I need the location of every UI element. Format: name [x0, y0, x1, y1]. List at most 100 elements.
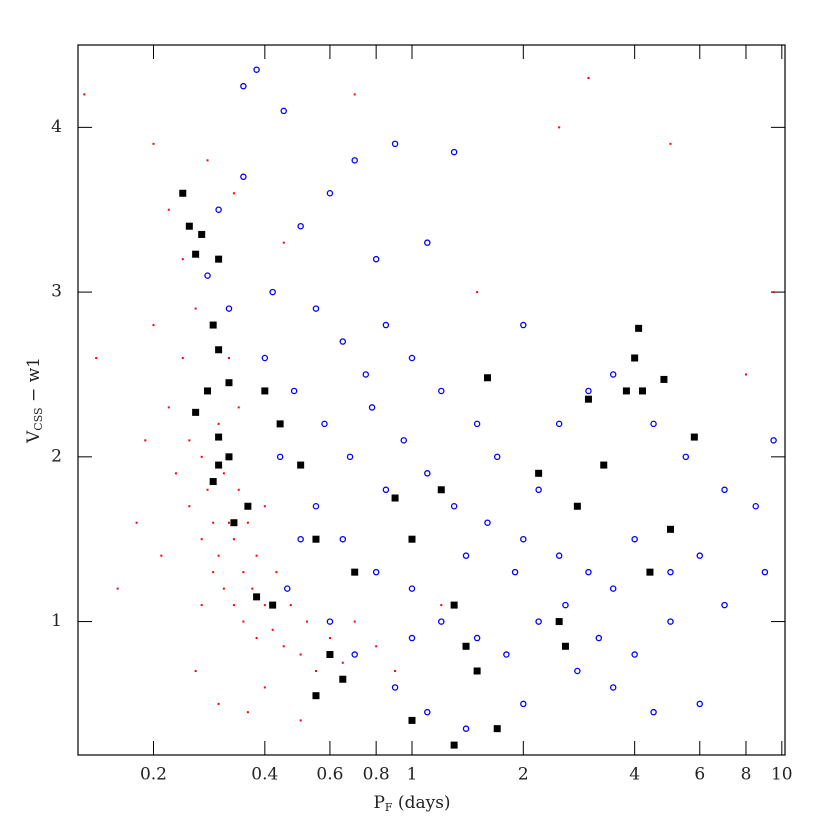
red-point: [188, 439, 191, 442]
y-tick-label: 3: [51, 282, 62, 302]
blue-point: [326, 618, 334, 625]
black-point: [561, 642, 569, 650]
plot-frame: [77, 44, 786, 756]
red-point: [232, 192, 235, 195]
blue-point: [284, 585, 291, 592]
black-point: [483, 374, 491, 382]
black-point: [450, 741, 458, 749]
blue-point: [752, 503, 759, 510]
black-point: [269, 601, 277, 609]
black-point: [209, 478, 217, 486]
blue-point: [473, 634, 481, 642]
black-point: [215, 346, 223, 354]
red-point: [217, 554, 220, 557]
red-point: [135, 521, 138, 524]
blue-point: [312, 503, 320, 510]
black-point: [573, 502, 581, 510]
red-point: [263, 505, 266, 508]
red-point: [299, 653, 302, 656]
black-point: [312, 535, 320, 543]
black-point: [297, 461, 305, 469]
blue-point: [372, 568, 380, 576]
black-point: [192, 250, 200, 258]
blue-point: [585, 568, 592, 576]
red-point: [558, 126, 561, 129]
black-point: [473, 667, 481, 675]
y-tick-label: 4: [51, 117, 62, 137]
red-point: [341, 661, 344, 664]
red-point: [232, 604, 235, 607]
black-point: [666, 525, 674, 533]
black-point: [622, 387, 630, 395]
red-point: [314, 669, 317, 672]
red-point: [152, 324, 155, 327]
blue-point: [609, 684, 617, 691]
blue-point: [351, 157, 358, 164]
blue-point: [555, 420, 563, 428]
red-point: [144, 439, 147, 442]
y-tick-label: 1: [51, 611, 62, 631]
red-point: [152, 142, 155, 145]
blue-point: [535, 618, 542, 625]
black-point: [535, 469, 543, 477]
red-point: [242, 571, 245, 574]
black-point: [600, 461, 608, 469]
black-point: [493, 725, 501, 733]
blue-point: [297, 222, 304, 230]
red-point: [95, 356, 98, 359]
red-point: [232, 538, 235, 541]
blue-point: [555, 552, 563, 559]
black-point: [631, 354, 639, 362]
red-point: [212, 571, 215, 574]
black-point: [204, 387, 212, 395]
red-point: [194, 669, 197, 672]
red-point: [587, 76, 590, 79]
blue-point: [696, 700, 704, 708]
x-tick-label: 4: [629, 765, 640, 785]
blue-point: [408, 585, 416, 592]
blue-point: [585, 387, 592, 395]
red-point: [160, 554, 163, 557]
red-point: [246, 711, 249, 714]
red-point: [476, 291, 479, 294]
black-point: [179, 189, 187, 197]
black-point: [351, 568, 359, 576]
red-point: [167, 208, 170, 211]
black-point: [660, 375, 668, 383]
black-point: [225, 379, 233, 387]
blue-point: [339, 338, 347, 345]
red-point: [206, 159, 209, 162]
blue-point: [609, 585, 617, 592]
x-tick-label: 1: [407, 765, 418, 785]
blue-point: [609, 371, 617, 378]
black-point: [437, 486, 445, 494]
black-point: [312, 692, 320, 700]
black-point: [215, 255, 223, 263]
black-point: [276, 420, 284, 428]
black-point: [584, 395, 592, 403]
red-point: [200, 455, 203, 458]
red-point: [194, 307, 197, 310]
red-point: [289, 604, 292, 607]
red-point: [237, 488, 240, 491]
red-point: [200, 604, 203, 607]
black-point: [408, 535, 416, 543]
blue-point: [290, 387, 298, 395]
red-point: [255, 637, 258, 640]
red-point: [275, 571, 278, 574]
blue-point: [667, 618, 674, 625]
blue-point: [438, 387, 445, 395]
black-point: [192, 408, 200, 416]
blue-point: [493, 453, 501, 461]
red-point: [282, 241, 285, 244]
blue-point: [261, 354, 269, 362]
red-point: [116, 587, 119, 590]
red-point: [222, 472, 225, 475]
blue-point: [535, 486, 542, 494]
blue-point: [253, 66, 260, 73]
blue-point: [372, 255, 380, 263]
red-point: [222, 587, 225, 590]
blue-point: [424, 470, 431, 477]
red-point: [167, 406, 170, 409]
blue-point: [362, 371, 370, 378]
